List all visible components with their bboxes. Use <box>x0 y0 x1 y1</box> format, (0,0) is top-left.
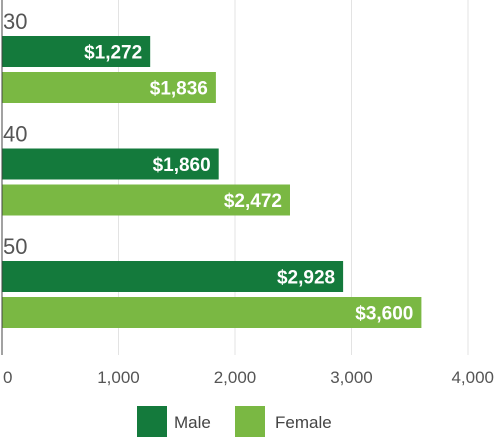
bar-female <box>2 184 290 216</box>
legend-label-male: Male <box>174 413 211 432</box>
category-labels: 30 40 50 <box>3 9 27 259</box>
data-label: $2,472 <box>224 191 282 212</box>
x-tick-label: 0 <box>3 368 12 387</box>
bar-male <box>2 36 151 67</box>
bar-female <box>2 297 422 328</box>
data-label: $1,272 <box>84 43 142 64</box>
category-label: 40 <box>3 122 27 147</box>
data-label: $3,600 <box>355 304 413 325</box>
x-tick-label: 2,000 <box>214 368 257 387</box>
x-tick-label: 3,000 <box>330 368 373 387</box>
bar-male <box>2 261 344 292</box>
bar-female <box>2 72 216 103</box>
x-tick-label: 4,000 <box>451 368 494 387</box>
legend-swatch-female <box>235 406 265 437</box>
bar-male <box>2 148 219 180</box>
bars: $1,272 $1,836 $1,860 $2,472 $2,928 $3,600 <box>2 36 422 328</box>
legend: Male Female <box>137 406 332 437</box>
legend-label-female: Female <box>275 413 332 432</box>
category-label: 50 <box>3 234 27 259</box>
data-label: $1,836 <box>150 79 208 100</box>
category-label: 30 <box>3 9 27 34</box>
data-label: $1,860 <box>153 155 211 176</box>
x-axis-tick-labels: 0 1,000 2,000 3,000 4,000 <box>3 368 494 387</box>
legend-swatch-male <box>137 406 167 437</box>
data-label: $2,928 <box>277 268 335 289</box>
x-tick-label: 1,000 <box>97 368 140 387</box>
